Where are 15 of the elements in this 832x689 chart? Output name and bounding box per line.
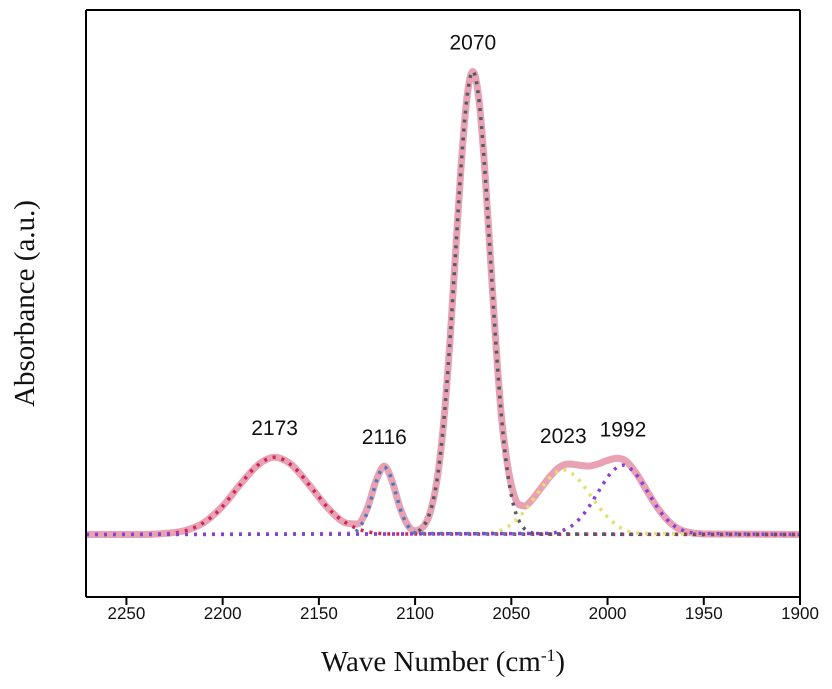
x-tick-label: 1950 <box>684 604 723 624</box>
annotation: 2070 <box>449 31 496 54</box>
x-tick-label: 2050 <box>492 604 530 624</box>
x-tick-label: 2000 <box>588 604 626 624</box>
annotation: 2116 <box>362 426 407 450</box>
annotation: 1992 <box>600 418 646 442</box>
y-axis-title: Absorbance (a.u.) <box>9 200 41 407</box>
x-tick-label: 2250 <box>108 604 146 624</box>
annotation: 2023 <box>540 425 587 448</box>
x-tick-label: 1900 <box>781 604 819 624</box>
x-tick-label: 2150 <box>300 604 338 624</box>
x-tick-label: 2100 <box>396 604 434 624</box>
x-tick-label: 2200 <box>204 604 242 624</box>
annotation: 2173 <box>251 417 298 440</box>
x-axis-title: Wave Number (cm$^{-1}$) <box>320 645 566 678</box>
